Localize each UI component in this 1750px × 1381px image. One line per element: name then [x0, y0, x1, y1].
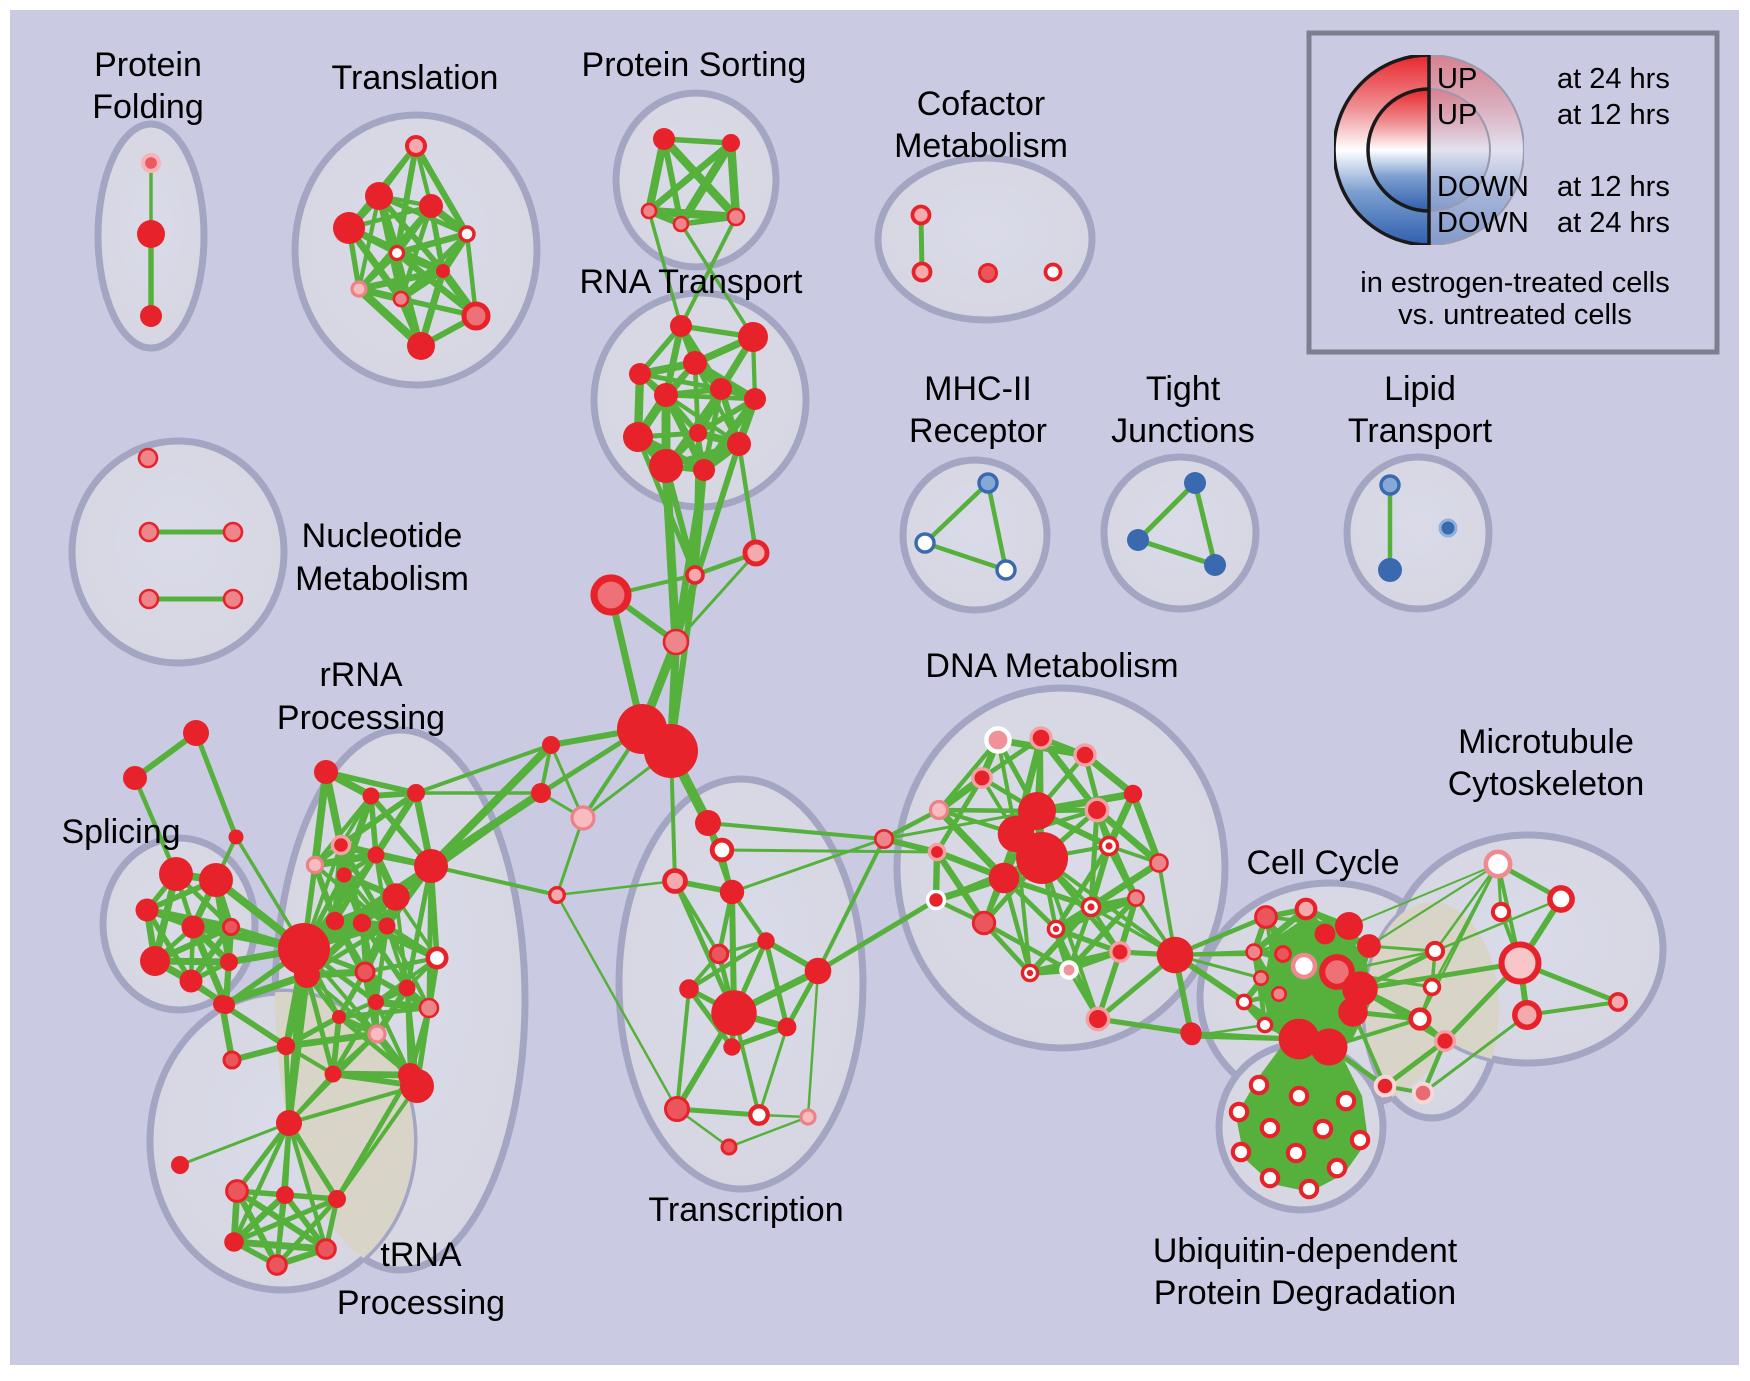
- svg-text:DOWN: DOWN: [1437, 207, 1529, 239]
- svg-text:DNA Metabolism: DNA Metabolism: [925, 647, 1178, 685]
- svg-text:Translation: Translation: [332, 59, 499, 97]
- svg-text:Protein: Protein: [94, 46, 202, 84]
- svg-text:in estrogen-treated cells: in estrogen-treated cells: [1360, 267, 1670, 299]
- svg-text:RNA Transport: RNA Transport: [580, 263, 804, 301]
- svg-text:at 24 hrs: at 24 hrs: [1557, 63, 1670, 95]
- svg-text:Transport: Transport: [1348, 412, 1493, 450]
- svg-text:Splicing: Splicing: [61, 813, 180, 851]
- svg-text:Protein Degradation: Protein Degradation: [1154, 1274, 1456, 1312]
- svg-text:Processing: Processing: [337, 1284, 505, 1322]
- svg-text:Lipid: Lipid: [1384, 370, 1456, 408]
- svg-text:tRNA: tRNA: [380, 1236, 462, 1274]
- svg-text:at 24 hrs: at 24 hrs: [1557, 207, 1670, 239]
- svg-text:Metabolism: Metabolism: [894, 127, 1068, 165]
- svg-text:Cytoskeleton: Cytoskeleton: [1448, 765, 1645, 803]
- svg-text:Folding: Folding: [92, 88, 204, 126]
- svg-text:at 12 hrs: at 12 hrs: [1557, 99, 1670, 131]
- svg-text:UP: UP: [1437, 99, 1477, 131]
- svg-text:at 12 hrs: at 12 hrs: [1557, 171, 1670, 203]
- svg-text:Metabolism: Metabolism: [295, 560, 469, 598]
- svg-text:Nucleotide: Nucleotide: [302, 517, 463, 555]
- svg-text:Receptor: Receptor: [909, 412, 1047, 450]
- svg-text:UP: UP: [1437, 63, 1477, 95]
- svg-text:Junctions: Junctions: [1111, 412, 1255, 450]
- svg-text:MHC-II: MHC-II: [924, 370, 1032, 408]
- svg-text:Cofactor: Cofactor: [917, 85, 1046, 123]
- svg-text:Tight: Tight: [1146, 370, 1221, 408]
- svg-text:Microtubule: Microtubule: [1458, 723, 1634, 761]
- svg-text:Cell Cycle: Cell Cycle: [1246, 844, 1399, 882]
- svg-text:rRNA: rRNA: [319, 656, 402, 694]
- svg-text:vs. untreated cells: vs. untreated cells: [1398, 299, 1632, 331]
- svg-text:DOWN: DOWN: [1437, 171, 1529, 203]
- svg-text:Protein Sorting: Protein Sorting: [582, 46, 807, 84]
- svg-text:Transcription: Transcription: [648, 1191, 843, 1229]
- svg-text:Ubiquitin-dependent: Ubiquitin-dependent: [1153, 1232, 1458, 1270]
- svg-text:Processing: Processing: [277, 699, 445, 737]
